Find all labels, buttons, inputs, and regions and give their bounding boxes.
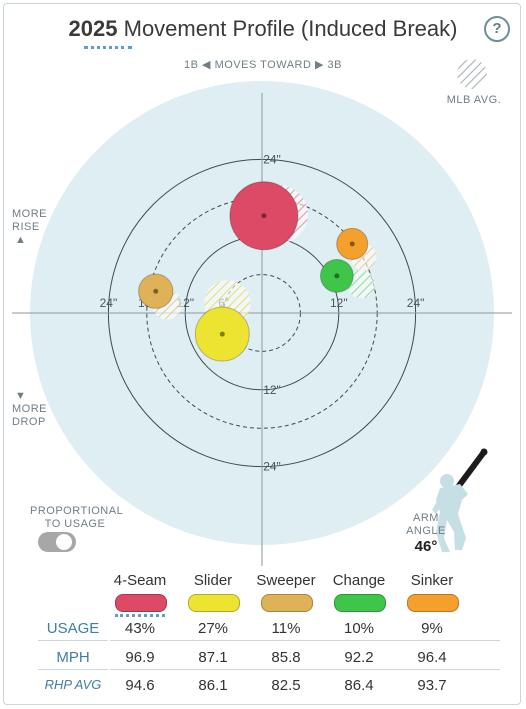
arm-angle-value: 46° xyxy=(414,538,438,555)
pitch-marker-sinker[interactable] xyxy=(336,227,369,260)
mph-row-label: MPH xyxy=(56,649,90,666)
pitch-color-pill-change[interactable] xyxy=(334,594,386,612)
arrow-down-icon: ▼ xyxy=(15,390,27,402)
more-rise-label: MORE RISE ▲ xyxy=(12,208,52,247)
mlb-avg-legend-label: MLB AVG. xyxy=(446,94,502,106)
help-button[interactable]: ? xyxy=(484,16,510,42)
table-row-divider xyxy=(110,669,500,670)
mph-cell-slider: 87.1 xyxy=(198,649,228,666)
pitch-marker-center-change xyxy=(334,273,340,279)
pitch-color-pill-4-seam[interactable] xyxy=(115,594,167,612)
row-divider xyxy=(38,640,108,641)
moves-toward-text: MOVES TOWARD xyxy=(214,59,312,71)
third-base-label: 3B xyxy=(327,59,342,71)
pitch-name-change: Change xyxy=(332,572,386,589)
ring-label-right-6: 12" xyxy=(330,296,348,310)
arrow-right-icon: ▶ xyxy=(315,59,324,71)
usage-cell-change: 10% xyxy=(343,620,375,637)
pitch-marker-change[interactable] xyxy=(319,258,354,293)
usage-cell-sweeper: 11% xyxy=(271,620,301,637)
pitch-marker-center-sweeper xyxy=(153,288,159,294)
selected-pitch-underline xyxy=(115,614,165,617)
rhp-avg-cell-slider: 86.1 xyxy=(198,677,228,694)
usage-row-label: USAGE xyxy=(46,620,100,637)
arrow-up-icon: ▲ xyxy=(15,234,27,246)
proportional-usage-label: PROPORTIONAL TO USAGE xyxy=(30,505,124,530)
usage-cell-sinker: 9% xyxy=(421,620,443,637)
pitcher-figure-icon xyxy=(432,448,488,552)
rhp-avg-cell-sinker: 93.7 xyxy=(417,677,447,694)
rhp-avg-cell-4-seam: 94.6 xyxy=(125,677,155,694)
pitch-name-4-seam: 4-Seam xyxy=(113,572,167,589)
pitch-color-pill-sinker[interactable] xyxy=(407,594,459,612)
pitch-name-sweeper: Sweeper xyxy=(256,572,316,589)
toggle-knob[interactable] xyxy=(56,534,72,550)
pitch-color-pill-sweeper[interactable] xyxy=(261,594,313,612)
title-year: 2025 xyxy=(68,16,118,41)
card-frame xyxy=(3,3,521,705)
pitch-marker-4-seam[interactable] xyxy=(229,181,299,251)
mlb-avg-marker-change xyxy=(347,270,376,299)
ring-label-bottom-8: 12" xyxy=(263,383,281,397)
arm-angle-label: ARM ANGLE xyxy=(406,512,446,537)
ring-label-bottom-9: 24" xyxy=(263,460,281,474)
ring-label-left-2: 24" xyxy=(100,296,118,310)
title-year-underline xyxy=(84,46,132,49)
mph-cell-sinker: 96.4 xyxy=(417,649,447,666)
rhp-avg-cell-sweeper: 82.5 xyxy=(271,677,301,694)
usage-cell-slider: 27% xyxy=(197,620,229,637)
pitch-marker-slider[interactable] xyxy=(194,306,250,362)
mph-cell-4-seam: 96.9 xyxy=(125,649,155,666)
pitch-color-pill-slider[interactable] xyxy=(188,594,240,612)
pitch-name-sinker: Sinker xyxy=(410,572,454,589)
page-title: 2025 Movement Profile (Induced Break) xyxy=(0,16,526,42)
pitch-marker-center-4-seam xyxy=(261,213,267,219)
pitch-name-slider: Slider xyxy=(193,572,233,589)
arrow-left-icon: ◀ xyxy=(202,59,211,71)
table-row-divider xyxy=(110,640,500,641)
usage-cell-4-seam: 43% xyxy=(124,620,156,637)
mph-cell-sweeper: 85.8 xyxy=(271,649,301,666)
rhp-avg-cell-change: 86.4 xyxy=(344,677,374,694)
row-divider xyxy=(38,669,108,670)
mlb-avg-legend-swatch xyxy=(457,59,487,89)
moves-toward-label: 1B ◀ MOVES TOWARD ▶ 3B xyxy=(0,58,526,71)
mph-cell-change: 92.2 xyxy=(344,649,374,666)
title-text: Movement Profile (Induced Break) xyxy=(123,16,458,41)
pitch-marker-center-slider xyxy=(219,331,225,337)
more-drop-label: ▼ MORE DROP xyxy=(12,390,52,429)
first-base-label: 1B xyxy=(184,59,199,71)
ring-label-right-7: 24" xyxy=(407,296,425,310)
rhp-avg-row-label: RHP AVG xyxy=(44,677,102,692)
pitch-marker-sweeper[interactable] xyxy=(138,273,174,309)
pitch-marker-center-sinker xyxy=(349,241,355,247)
ring-label-top-0: 24" xyxy=(263,152,281,166)
